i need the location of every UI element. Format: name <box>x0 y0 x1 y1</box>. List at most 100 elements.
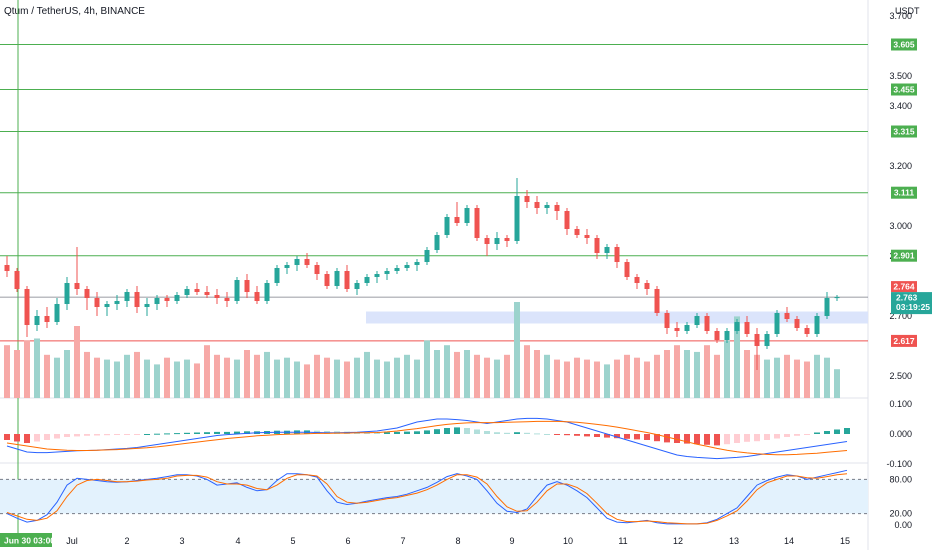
candle-body <box>174 295 180 301</box>
candle-body <box>264 283 270 301</box>
candle-body <box>304 259 310 265</box>
volume-bar <box>124 354 130 398</box>
candle-body <box>744 322 750 334</box>
macd-hist-bar <box>554 434 560 435</box>
volume-bar <box>414 359 420 398</box>
candle-body <box>384 271 390 274</box>
volume-bar <box>464 350 470 398</box>
candle-body <box>424 250 430 262</box>
candle-body <box>354 283 360 289</box>
candle-body <box>44 316 50 322</box>
volume-bar <box>324 357 330 398</box>
volume-bar <box>154 364 160 398</box>
macd-hist-bar <box>664 434 670 443</box>
volume-bar <box>54 357 60 398</box>
macd-hist-bar <box>4 434 10 440</box>
macd-hist-bar <box>134 434 140 435</box>
volume-bar <box>734 316 740 398</box>
candle-body <box>634 277 640 283</box>
candle-body <box>444 217 450 235</box>
macd-hist-bar <box>184 432 190 434</box>
stoch-tick-label: 20.00 <box>889 509 912 519</box>
macd-hist-bar <box>634 434 640 440</box>
volume-bar <box>204 345 210 398</box>
volume-bar <box>104 359 110 398</box>
candle-body <box>144 304 150 307</box>
candle-body <box>774 313 780 334</box>
volume-bar <box>674 345 680 398</box>
level-badge <box>891 186 917 199</box>
price-tick-label: 2.500 <box>889 371 912 381</box>
macd-hist-bar <box>194 432 200 434</box>
volume-bar <box>134 351 140 398</box>
macd-hist-bar <box>224 431 230 434</box>
macd-hist-bar <box>414 431 420 434</box>
candle-body <box>654 289 660 313</box>
candle-body <box>64 283 70 304</box>
price-tick-label: 2.700 <box>889 311 912 321</box>
candle-body <box>514 196 520 241</box>
level-label: 3.605 <box>893 40 915 50</box>
volume-bar <box>194 363 200 398</box>
candle-body <box>244 280 250 292</box>
volume-bar <box>544 354 550 398</box>
volume-bar <box>444 345 450 398</box>
macd-hist-bar <box>384 432 390 434</box>
candle-body <box>84 289 90 298</box>
macd-hist-bar <box>154 433 160 435</box>
candle-body <box>114 301 120 304</box>
volume-bar <box>424 340 430 398</box>
candle-body <box>34 316 40 325</box>
stoch-d-line <box>6 473 848 525</box>
time-tick-label: 13 <box>729 536 739 546</box>
volume-bar <box>774 357 780 398</box>
volume-bar <box>314 354 320 398</box>
candle-body <box>724 331 730 340</box>
volume-bar <box>144 359 150 398</box>
time-tick-label: 4 <box>235 536 240 546</box>
candle-body <box>204 292 210 295</box>
macd-hist-bar <box>794 434 800 436</box>
macd-hist-bar <box>434 429 440 434</box>
macd-hist-bar <box>644 434 650 440</box>
macd-hist-bar <box>544 434 550 435</box>
signal-line <box>6 420 848 456</box>
time-badge <box>0 533 52 547</box>
level-badge <box>891 83 917 96</box>
volume-bar <box>644 361 650 398</box>
volume-bar <box>44 354 50 398</box>
volume-bar <box>784 354 790 398</box>
volume-bar <box>404 354 410 398</box>
volume-bar <box>764 359 770 398</box>
macd-hist-bar <box>504 432 510 434</box>
candle-body <box>754 334 760 346</box>
macd-hist-bar <box>724 434 730 445</box>
macd-hist-bar <box>394 431 400 434</box>
time-tick-label: 3 <box>179 536 184 546</box>
volume-bar <box>584 359 590 398</box>
volume-bar <box>434 350 440 398</box>
macd-hist-bar <box>114 434 120 435</box>
last-price-label: 2.764 <box>893 282 915 292</box>
candle-body <box>784 313 790 319</box>
macd-hist-bar <box>54 434 60 439</box>
candle-body <box>294 259 300 265</box>
level-badge <box>891 38 917 51</box>
level-label: 2.901 <box>893 251 915 261</box>
candle-body <box>324 274 330 286</box>
macd-hist-bar <box>654 434 660 442</box>
candle-body <box>464 208 470 223</box>
macd-hist-bar <box>454 427 460 434</box>
price-tick-label: 3.700 <box>889 11 912 21</box>
macd-hist-bar <box>94 434 100 436</box>
macd-hist-bar <box>804 434 810 435</box>
macd-hist-bar <box>574 434 580 436</box>
candle-body <box>524 196 530 202</box>
macd-hist-bar <box>124 434 130 435</box>
time-tick-label: Jul <box>66 536 78 546</box>
candle-body <box>234 280 240 301</box>
macd-hist-bar <box>494 432 500 434</box>
candle-body <box>314 265 320 274</box>
macd-hist-bar <box>624 434 630 439</box>
